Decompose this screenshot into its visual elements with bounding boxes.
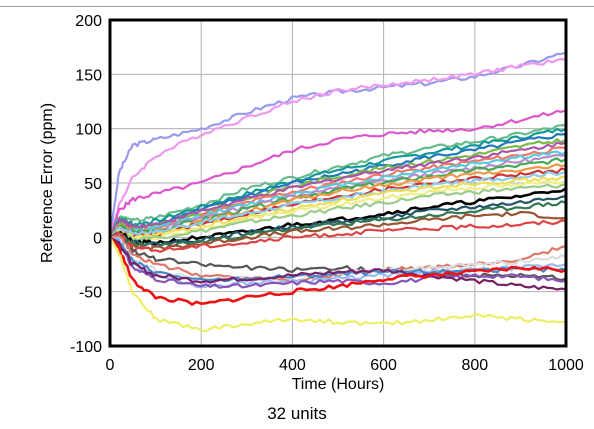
series-line xyxy=(108,51,567,238)
series-line xyxy=(108,109,567,238)
y-tick-label: 150 xyxy=(75,67,102,84)
x-tick-label: 400 xyxy=(279,357,306,374)
series-line xyxy=(109,141,567,238)
series-line xyxy=(109,170,567,239)
series-line xyxy=(108,57,567,238)
series-line xyxy=(109,236,567,333)
tick-labels: 0 200 400 600 800 1000 -100 -50 0 50 100 150 200 xyxy=(70,13,584,374)
y-tick-label: -100 xyxy=(70,339,102,356)
y-tick-label: 0 xyxy=(93,230,102,247)
y-tick-label: -50 xyxy=(79,285,102,302)
x-tick-label: 600 xyxy=(370,357,397,374)
x-tick-label: 200 xyxy=(188,357,215,374)
y-tick-label: 100 xyxy=(75,122,102,139)
top-divider xyxy=(0,6,594,7)
series-lines xyxy=(108,51,567,333)
series-line xyxy=(108,124,567,238)
series-line xyxy=(109,175,567,240)
y-tick-label: 200 xyxy=(75,13,102,30)
x-tick-label: 0 xyxy=(106,357,115,374)
plot-frame xyxy=(108,18,568,348)
y-axis-title: Reference Error (ppm) xyxy=(39,103,56,263)
y-tick-label: 50 xyxy=(84,176,102,193)
line-chart: 0 200 400 600 800 1000 -100 -50 0 50 100 150 200 Tim… xyxy=(39,13,584,393)
series-line xyxy=(109,236,567,289)
series-line xyxy=(109,183,567,242)
x-axis-title: Time (Hours) xyxy=(292,376,385,393)
x-tick-label: 800 xyxy=(461,357,488,374)
series-line xyxy=(109,210,567,251)
chart-caption: 32 units xyxy=(267,404,327,423)
series-line xyxy=(109,153,567,239)
x-tick-label: 1000 xyxy=(548,357,584,374)
series-line xyxy=(108,236,567,306)
series-line xyxy=(109,236,567,283)
series-line xyxy=(109,236,567,291)
